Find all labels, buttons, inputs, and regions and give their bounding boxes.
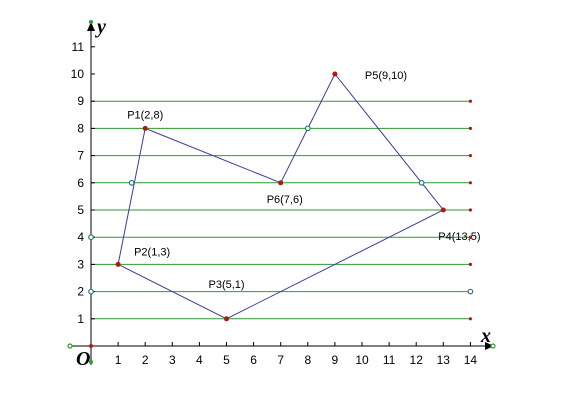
line-end-dot <box>468 181 472 185</box>
x-tick-label: 1 <box>115 353 122 367</box>
intersection-dot <box>418 179 425 186</box>
point-labels: P1(2,8) P6(7,6) P5(9,10) P4(13,5) P3(5,1) P2(… <box>127 70 480 291</box>
axis-handle <box>490 343 496 349</box>
x-tick-label: 11 <box>383 353 396 367</box>
y-tick-label: 7 <box>77 149 84 163</box>
vertex-p5 <box>332 71 338 77</box>
y-tick-label: 8 <box>77 121 84 135</box>
x-tick-label: 8 <box>304 353 311 367</box>
y-tick-label: 5 <box>77 203 84 217</box>
x-tick-label: 2 <box>142 353 149 367</box>
label-p6: P6(7,6) <box>267 194 303 206</box>
intersection-dot <box>304 125 311 132</box>
y-tick-label: 10 <box>71 67 85 81</box>
line-end-dot <box>468 99 472 103</box>
y-axis-label: y <box>95 16 106 38</box>
line-end-dot <box>468 126 472 130</box>
vertex-p4 <box>440 207 446 213</box>
x-tick-label: 12 <box>410 353 424 367</box>
axis-handle <box>67 343 73 349</box>
vertex-p2 <box>115 261 121 267</box>
vertex-p3 <box>224 316 229 322</box>
y-tick-label: 3 <box>77 257 84 271</box>
axis-handle <box>89 360 93 364</box>
origin-label: O <box>76 348 90 370</box>
axis-handle <box>89 20 93 24</box>
line-end-dot <box>468 208 472 212</box>
x-tick-label: 14 <box>464 353 478 367</box>
label-p3: P3(5,1) <box>209 279 245 291</box>
intersection-dot <box>128 179 135 186</box>
x-axis-label: x <box>480 325 491 347</box>
vertex-p1 <box>142 125 148 131</box>
y-tick-label: 2 <box>77 285 84 299</box>
x-tick-label: 9 <box>332 353 339 367</box>
y-tick-label: 4 <box>77 230 84 244</box>
line-end-dot <box>468 262 472 266</box>
vertex-p6 <box>278 180 284 186</box>
x-axis-arrow <box>485 342 494 350</box>
y-tick-label: 1 <box>77 312 84 326</box>
line-end-dot <box>468 317 472 321</box>
line-end-dot <box>468 154 472 158</box>
vertices <box>115 71 446 322</box>
y-tick-label: 6 <box>77 176 84 190</box>
intersection-dot <box>88 288 94 295</box>
line-end-dot <box>468 235 472 239</box>
intersection-dot <box>88 234 94 241</box>
intersection-dot <box>467 288 474 295</box>
x-tick-label: 6 <box>250 353 257 367</box>
origin-dot <box>89 344 93 348</box>
x-tick-label: 7 <box>277 353 284 367</box>
intersection-dots <box>88 125 474 295</box>
label-p2: P2(1,3) <box>134 246 170 258</box>
x-tick-label: 5 <box>223 353 230 367</box>
label-p4: P4(13,5) <box>438 231 480 243</box>
label-p1: P1(2,8) <box>127 109 163 121</box>
y-tick-label: 9 <box>77 94 84 108</box>
x-tick-label: 10 <box>355 353 369 367</box>
x-tick-label: 4 <box>196 353 203 367</box>
y-axis-arrow <box>87 22 95 31</box>
label-p5: P5(9,10) <box>365 70 407 82</box>
x-tick-label: 3 <box>169 353 176 367</box>
horizontal-lines <box>91 99 472 321</box>
x-tick-label: 13 <box>437 353 451 367</box>
y-tick-label: 11 <box>72 40 85 54</box>
